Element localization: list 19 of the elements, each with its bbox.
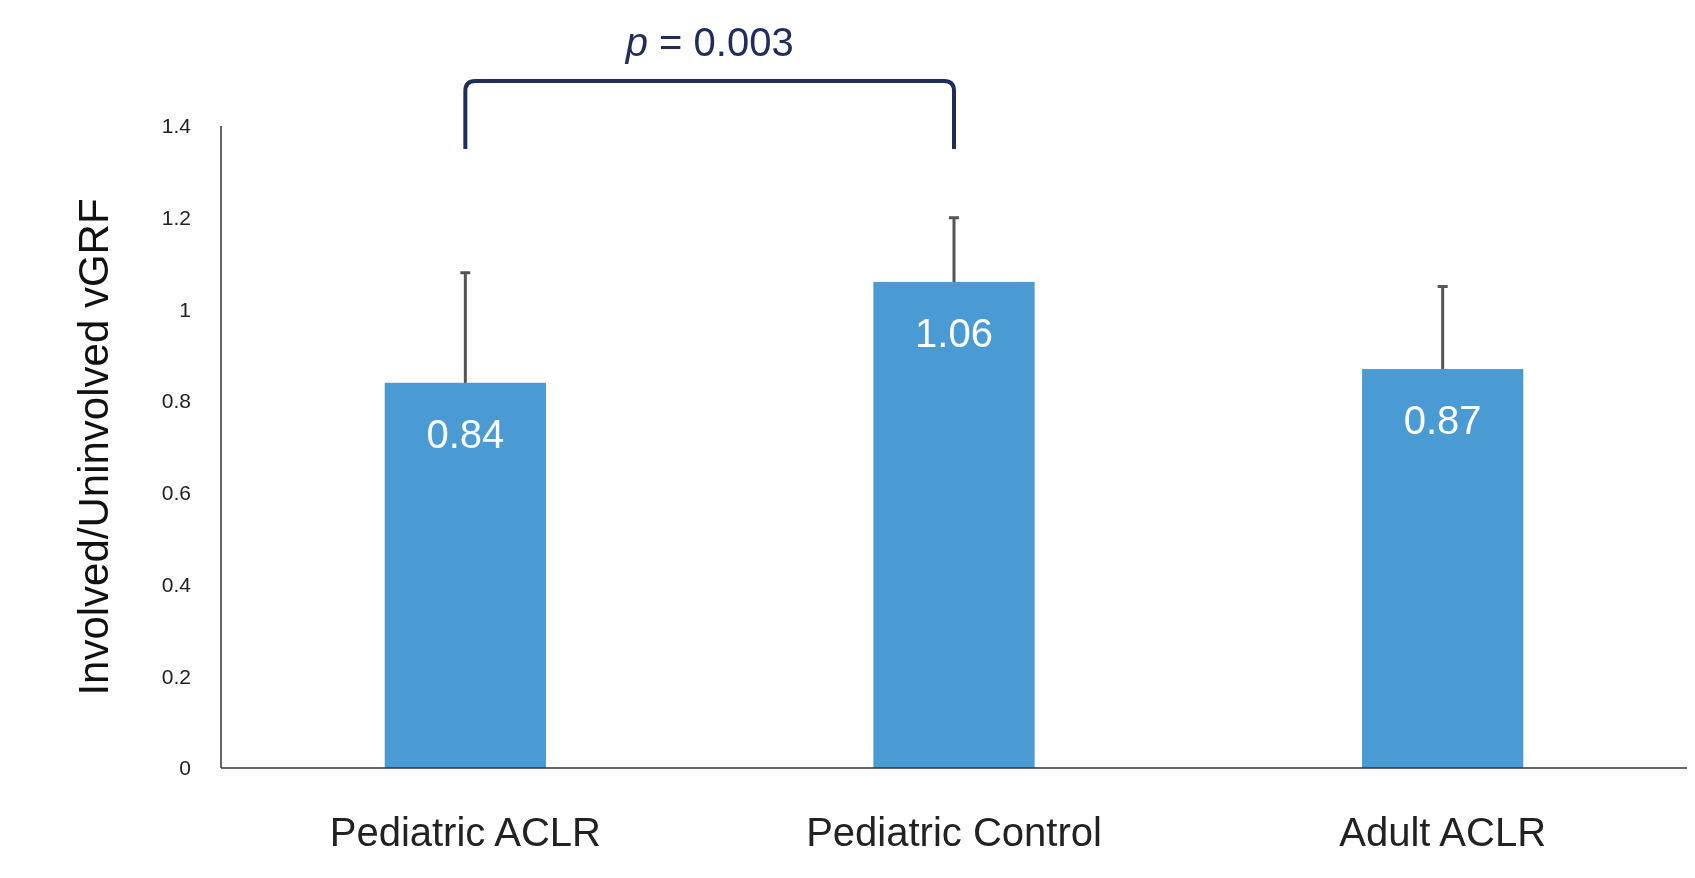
x-tick-label: Pediatric ACLR [329, 810, 601, 854]
y-tick-label: 0.4 [161, 572, 192, 596]
data-label: 0.84 [426, 411, 505, 456]
y-tick-label: 1 [179, 297, 191, 321]
y-tick-label: 0 [179, 756, 191, 780]
bar [384, 382, 546, 768]
data-label: 0.87 [1403, 398, 1482, 443]
text: p = 0.003 [624, 20, 794, 64]
y-tick-label: 0.2 [161, 664, 191, 688]
x-tick-label: Pediatric Control [806, 810, 1102, 854]
x-tick-label: Adult ACLR [1339, 810, 1547, 854]
y-tick-label: 0.6 [161, 481, 191, 505]
y-axis-title: Involved/Uninvolved vGRF [70, 198, 117, 696]
bar [1362, 369, 1524, 768]
y-tick-label: 0.8 [161, 389, 191, 413]
y-tick-label: 1.2 [161, 206, 191, 230]
bar [873, 281, 1035, 768]
data-label: 1.06 [915, 310, 993, 355]
y-tick-label: 1.4 [161, 114, 192, 138]
